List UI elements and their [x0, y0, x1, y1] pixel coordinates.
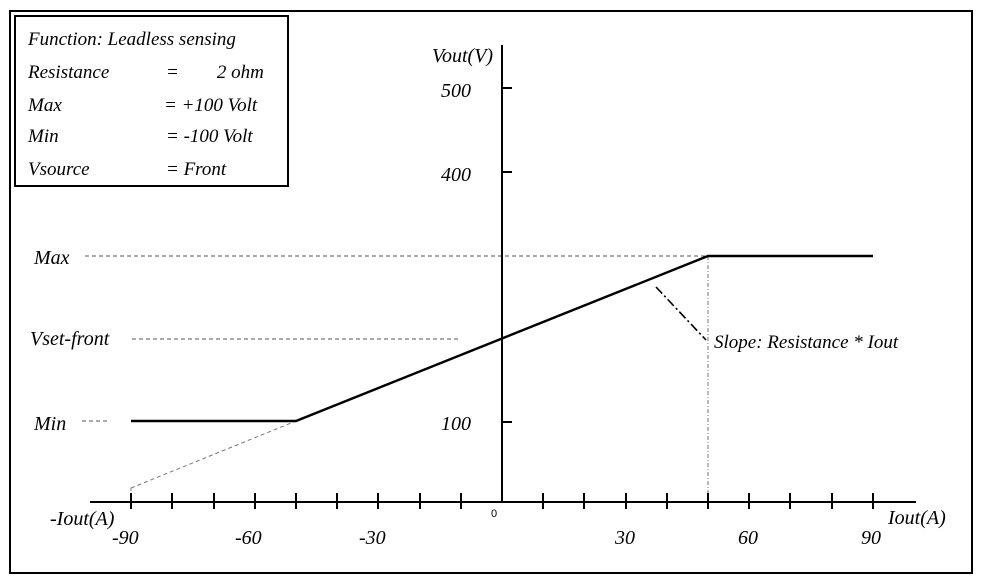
max-level-label: Max [33, 247, 70, 269]
info-title: Function: Leadless sensing [27, 29, 236, 50]
x-axis-right-label: Iout(A) [887, 507, 946, 529]
y-tick-label-500: 500 [441, 80, 471, 102]
x-tick-label-30: 30 [614, 527, 635, 549]
y-tick-label-100: 100 [441, 413, 471, 435]
x-axis-left-label: -Iout(A) [50, 508, 115, 530]
info-label-max: Max [27, 95, 62, 116]
vset-level-label: Vset-front [30, 328, 110, 350]
info-value-min: = -100 Volt [166, 126, 253, 147]
info-value-resistance: = 2 ohm [166, 62, 264, 83]
info-label-resistance: Resistance [27, 62, 109, 83]
x-tick-label-90: 90 [861, 527, 881, 549]
info-label-vsource: Vsource [28, 159, 90, 180]
info-value-max: = +100 Volt [164, 95, 258, 116]
x-tick-label--60: -60 [235, 527, 262, 549]
x-ticks [130, 493, 874, 509]
origin-label: 0 [491, 508, 497, 520]
x-tick-label--90: -90 [112, 527, 139, 549]
info-box [14, 15, 289, 187]
y-tick-label-400: 400 [441, 164, 471, 186]
x-tick-label-60: 60 [738, 527, 758, 549]
min-level-label: Min [33, 413, 66, 435]
info-value-vsource: = Front [166, 159, 227, 180]
vout-response-curve [131, 254, 873, 423]
info-label-min: Min [27, 126, 59, 147]
slope-extension-line [130, 420, 297, 489]
y-axis-label: Vout(V) [432, 45, 493, 67]
outer-frame [9, 10, 973, 574]
x-tick-label--30: -30 [359, 527, 386, 549]
slope-pointer-line [655, 286, 707, 341]
slope-annotation: Slope: Resistance * Iout [714, 332, 899, 353]
